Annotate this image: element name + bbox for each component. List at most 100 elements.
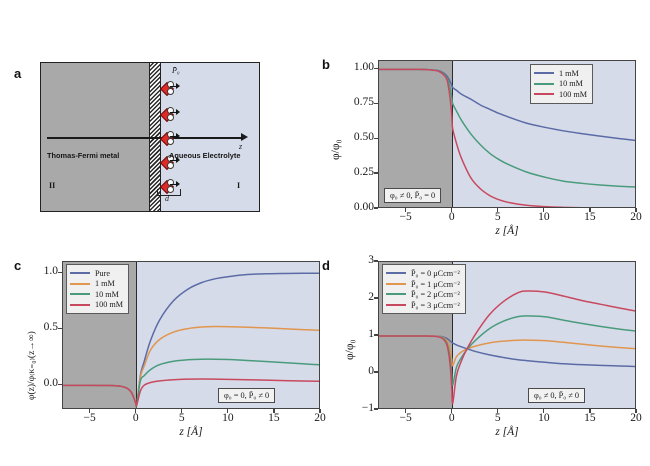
- interface-zero-line: [451, 61, 454, 207]
- x-tick-mark: [635, 409, 637, 413]
- legend-label: P̄₀ = 0 μCcm⁻²: [411, 269, 460, 279]
- curve-100-mm: [379, 68, 583, 207]
- curve-10-mm: [63, 358, 319, 408]
- legend-label: P̄₀ = 3 μCcm⁻²: [411, 300, 460, 310]
- x-tick-label: 0: [132, 412, 139, 424]
- legend-item[interactable]: P̄₀ = 1 μCcm⁻²: [386, 279, 460, 290]
- x-tick-mark: [497, 409, 499, 413]
- legend-item[interactable]: 1 mM: [70, 279, 123, 290]
- x-tick-label: 10: [538, 412, 550, 424]
- y-tick-mark: [58, 327, 62, 329]
- dipole-arrow-icon: [170, 159, 177, 161]
- y-axis-label-c: φ(z)/φ₍κ₌₀₎(z→∞): [27, 331, 37, 400]
- legend-item[interactable]: 100 mM: [70, 300, 123, 311]
- gap-distance-label: d: [165, 194, 169, 203]
- legend-label: 1 mM: [95, 279, 115, 289]
- schematic-diagram: z P̄₀: [40, 62, 260, 212]
- x-tick-mark: [405, 208, 407, 212]
- x-tick-mark: [635, 208, 637, 212]
- legend-item[interactable]: P̄₀ = 2 μCcm⁻²: [386, 289, 460, 300]
- plot-area-b: [378, 60, 636, 208]
- legend-color-swatch: [386, 303, 406, 306]
- water-molecule: [159, 178, 180, 194]
- legend-color-swatch: [70, 303, 90, 306]
- dipole-arrow-icon: [170, 85, 177, 87]
- curves-d: [379, 290, 635, 405]
- legend-item[interactable]: 10 mM: [70, 289, 123, 300]
- y-tick-label: 0.75: [353, 96, 374, 109]
- dipole-arrow-icon: [170, 135, 177, 137]
- x-tick-mark: [273, 409, 275, 413]
- legend-item[interactable]: 1 mM: [534, 68, 587, 79]
- metal-shaded-region: [379, 61, 453, 207]
- x-tick-label: −5: [83, 412, 96, 424]
- x-tick-label: 20: [314, 412, 326, 424]
- hydrogen-atom-icon: [167, 80, 174, 88]
- legend-color-swatch: [534, 72, 554, 75]
- x-axis-label-b: z [Å]: [495, 225, 519, 237]
- hydrogen-atom-icon: [167, 106, 174, 114]
- x-tick-mark: [543, 208, 545, 212]
- gap-distance-brace: [157, 189, 181, 196]
- hydrogen-atom-icon: [167, 88, 174, 95]
- x-tick-label: 0: [448, 412, 455, 424]
- dipole-moment-label: P̄₀: [172, 66, 180, 75]
- x-tick-mark: [543, 409, 545, 413]
- curve-10-mm: [379, 68, 635, 188]
- legend-item[interactable]: 10 mM: [534, 79, 587, 90]
- y-tick-mark: [374, 260, 378, 262]
- legend-item[interactable]: Pure: [70, 268, 123, 279]
- legend-d: P̄₀ = 0 μCcm⁻² P̄₀ = 1 μCcm⁻² P̄₀ = 2 μCcm…: [382, 264, 466, 314]
- dipole-arrow-head-icon: [176, 181, 180, 188]
- x-axis-label-c: z [Å]: [179, 426, 203, 438]
- annotation-b: φ₀ ≠ 0, P̄₀ = 0: [384, 188, 442, 203]
- y-tick-mark: [58, 383, 62, 385]
- y-tick-label: 1.0: [43, 265, 58, 278]
- x-tick-mark: [181, 409, 183, 413]
- x-tick-label: 15: [268, 412, 280, 424]
- water-molecule: [159, 130, 180, 146]
- annotation-c: φ₀ = 0, P̄₀ ≠ 0: [218, 388, 276, 403]
- legend-item[interactable]: P̄₀ = 0 μCcm⁻²: [386, 268, 460, 279]
- y-tick-label: 1: [368, 328, 374, 340]
- dipole-arrow-head-icon: [176, 157, 180, 164]
- y-tick-mark: [374, 334, 378, 336]
- legend-label: 10 mM: [95, 289, 119, 299]
- annotation-d: φ₀ ≠ 0, P̄₀ ≠ 0: [528, 388, 586, 403]
- x-tick-label: 20: [630, 211, 642, 223]
- legend-color-swatch: [70, 293, 90, 296]
- x-tick-mark: [589, 208, 591, 212]
- y-tick-label: 0.00: [353, 201, 374, 213]
- x-tick-label: 10: [222, 412, 234, 424]
- y-tick-mark: [374, 137, 378, 139]
- legend-label: P̄₀ = 1 μCcm⁻²: [411, 279, 460, 289]
- electrolyte-region-label: Aqueous Electrolyte: [169, 151, 241, 160]
- panel-c-letter: c: [14, 258, 22, 273]
- y-axis-label-b: φ/φ₀: [330, 139, 342, 160]
- legend-color-swatch: [534, 82, 554, 85]
- hydrogen-atom-icon: [167, 114, 174, 121]
- legend-item[interactable]: 100 mM: [534, 89, 587, 100]
- y-tick-label: 0.50: [353, 131, 374, 144]
- hydrogen-atom-icon: [167, 138, 174, 145]
- x-tick-mark: [497, 208, 499, 212]
- hydrogen-atom-icon: [167, 178, 174, 186]
- x-tick-label: 5: [178, 412, 185, 424]
- panel-d-letter: d: [322, 258, 330, 273]
- z-axis-label: z: [239, 142, 243, 151]
- y-tick-mark: [374, 102, 378, 104]
- metal-region-label: Thomas-Fermi metal: [47, 151, 120, 160]
- water-molecule: [159, 106, 180, 122]
- y-tick-label: −1: [361, 402, 374, 414]
- panel-b-letter: b: [322, 57, 330, 72]
- x-tick-mark: [405, 409, 407, 413]
- x-tick-mark: [319, 409, 321, 413]
- y-tick-label: 1.00: [353, 61, 374, 74]
- curve-100-mm: [63, 378, 319, 407]
- legend-item[interactable]: P̄₀ = 3 μCcm⁻²: [386, 300, 460, 311]
- hydrogen-atom-icon: [167, 154, 174, 162]
- x-tick-mark: [589, 409, 591, 413]
- legend-label: Pure: [95, 268, 111, 278]
- legend-label: 100 mM: [559, 89, 587, 99]
- x-tick-label: 10: [538, 211, 550, 223]
